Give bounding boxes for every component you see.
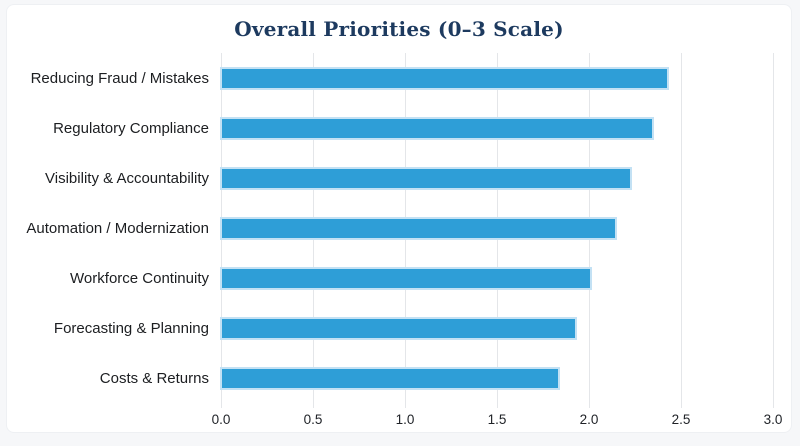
category-label: Forecasting & Planning bbox=[53, 319, 209, 337]
category-label: Regulatory Compliance bbox=[53, 119, 209, 137]
category-label: Visibility & Accountability bbox=[45, 169, 209, 187]
chart-rows: Reducing Fraud / Mistakes Regulatory Comp… bbox=[26, 53, 773, 403]
x-tick-mark bbox=[589, 403, 590, 408]
bar-7 bbox=[220, 366, 561, 390]
x-tick-label: 0.5 bbox=[303, 412, 323, 427]
category-label: Costs & Returns bbox=[99, 369, 209, 387]
chart-row: Reducing Fraud / Mistakes bbox=[31, 53, 773, 103]
chart-title: Overall Priorities (0–3 Scale) bbox=[234, 17, 564, 41]
bar-5 bbox=[220, 266, 592, 290]
bar-4 bbox=[220, 216, 618, 240]
chart-row: Visibility & Accountability bbox=[45, 153, 773, 203]
chart-row: Costs & Returns bbox=[100, 353, 773, 403]
x-tick-mark bbox=[405, 403, 406, 408]
x-tick-mark bbox=[497, 403, 498, 408]
bar-1 bbox=[220, 66, 669, 90]
chart-row: Forecasting & Planning bbox=[54, 303, 773, 353]
x-tick-label: 1.5 bbox=[487, 412, 507, 427]
x-tick-mark bbox=[221, 403, 222, 408]
x-tick-mark bbox=[773, 403, 774, 408]
x-tick-label: 2.5 bbox=[671, 412, 691, 427]
x-tick-label: 2.0 bbox=[579, 412, 599, 427]
category-label: Reducing Fraud / Mistakes bbox=[30, 69, 209, 87]
chart-card: Overall Priorities (0–3 Scale) Reducing … bbox=[6, 4, 792, 433]
bar-3 bbox=[220, 166, 633, 190]
x-tick-label: 1.0 bbox=[395, 412, 415, 427]
category-label: Workforce Continuity bbox=[70, 269, 209, 287]
chart-row: Automation / Modernization bbox=[26, 203, 773, 253]
bar-6 bbox=[220, 316, 577, 340]
x-tick-label: 3.0 bbox=[763, 412, 783, 427]
category-label: Automation / Modernization bbox=[26, 219, 209, 237]
x-tick-mark bbox=[681, 403, 682, 408]
plot-area: Reducing Fraud / Mistakes Regulatory Comp… bbox=[26, 53, 782, 427]
gridline bbox=[773, 53, 774, 403]
x-tick-label: 0.0 bbox=[211, 412, 231, 427]
gridline bbox=[681, 53, 682, 403]
chart-row: Workforce Continuity bbox=[70, 253, 773, 303]
x-tick-mark bbox=[313, 403, 314, 408]
bar-2 bbox=[220, 116, 655, 140]
chart-row: Regulatory Compliance bbox=[53, 103, 773, 153]
